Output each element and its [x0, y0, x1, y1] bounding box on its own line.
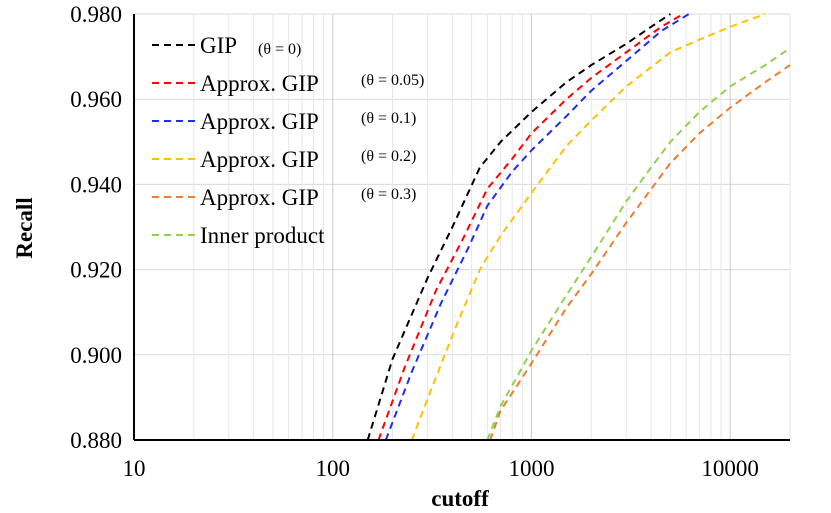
legend-theta-3: (θ = 0.1) — [361, 110, 416, 127]
legend-label-1: GIP — [200, 33, 237, 58]
legend-theta-5: (θ = 0.3) — [361, 186, 416, 203]
tick-labels: 0.880 0.900 0.920 0.940 0.960 0.980 10 100 1000 1… — [70, 2, 759, 481]
y-tick-label: 0.880 — [70, 428, 122, 453]
series-line-2 — [377, 13, 684, 441]
gridlines — [133, 13, 791, 441]
y-tick-label: 0.920 — [70, 258, 122, 283]
legend: GIP (θ = 0) Approx. GIP (θ = 0.05) Approx. G… — [152, 33, 424, 248]
x-axis-title: cutoff — [431, 486, 489, 511]
legend-theta-1: (θ = 0) — [258, 41, 301, 58]
x-tick-label: 10 — [123, 456, 146, 481]
x-tick-label: 100 — [315, 456, 350, 481]
legend-theta-2: (θ = 0.05) — [361, 72, 424, 89]
y-tick-label: 0.960 — [70, 87, 122, 112]
legend-label-6: Inner product — [200, 223, 325, 248]
series-lines — [366, 13, 791, 441]
legend-label-5: Approx. GIP — [200, 185, 319, 210]
legend-label-4: Approx. GIP — [200, 147, 319, 172]
y-axis-title: Recall — [12, 197, 37, 258]
series-line-4 — [410, 13, 766, 441]
series-line-5 — [489, 64, 791, 441]
y-tick-label: 0.940 — [70, 172, 122, 197]
series-line-1 — [366, 13, 671, 441]
legend-theta-4: (θ = 0.2) — [361, 148, 416, 165]
legend-label-3: Approx. GIP — [200, 109, 319, 134]
series-line-6 — [486, 47, 791, 441]
y-tick-label: 0.980 — [70, 2, 122, 27]
legend-label-2: Approx. GIP — [200, 71, 319, 96]
x-tick-label: 1000 — [508, 456, 554, 481]
series-line-3 — [384, 13, 690, 441]
y-tick-label: 0.900 — [70, 343, 122, 368]
x-tick-label: 10000 — [701, 456, 759, 481]
